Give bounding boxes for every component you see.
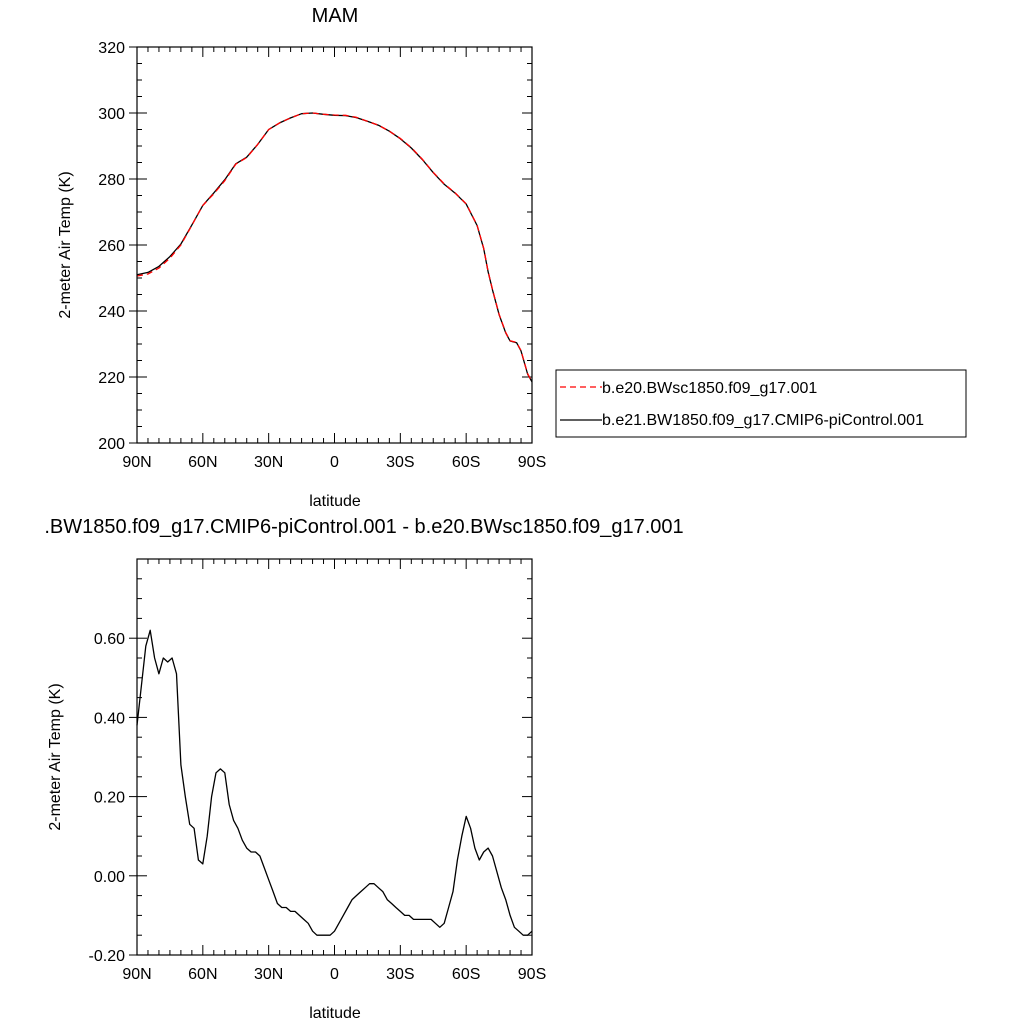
top-y-tick-label: 260 [98,238,125,255]
bottom-x-tick-label: 0 [330,966,339,983]
bottom-x-tick-label: 60S [452,966,480,983]
top-y-tick-label: 220 [98,370,125,387]
bottom-y-tick-label: 0.40 [94,710,125,727]
bottom-y-axis-label: 2-meter Air Temp (K) [47,683,64,830]
top-y-tick-label: 200 [98,436,125,453]
bottom-ticks: 90N 60N 30N 0 30S 60S 90S -0.20 0.00 0.20 0.40 0.60 [89,558,546,983]
top-series-line-1 [136,112,533,383]
bottom-series-line-0 [136,629,533,936]
bottom-plot-frame [136,558,533,956]
top-x-tick-label: 30S [386,454,414,471]
top-chart-title: MAM [312,5,359,27]
top-x-tick-label: 0 [330,454,339,471]
top-series-line-0 [136,112,533,382]
top-x-tick-label: 90S [518,454,546,471]
bottom-x-tick-label: 30S [386,966,414,983]
bottom-y-tick-label: 0.60 [94,631,125,648]
top-y-axis-label: 2-meter Air Temp (K) [57,171,74,318]
bottom-x-tick-label: 90S [518,966,546,983]
legend-label-bw1850: b.e21.BW1850.f09_g17.CMIP6-piControl.001 [602,412,924,429]
legend: b.e20.BWsc1850.f09_g17.001 b.e21.BW1850.… [555,369,967,438]
top-y-tick-label: 240 [98,304,125,321]
bottom-y-tick-label: -0.20 [89,948,126,965]
bottom-chart-title: .BW1850.f09_g17.CMIP6-piControl.001 - b.… [44,516,683,538]
top-y-tick-label: 300 [98,106,125,123]
top-x-tick-label: 90N [122,454,151,471]
bottom-x-tick-label: 60N [188,966,217,983]
legend-label-bwsc1850: b.e20.BWsc1850.f09_g17.001 [602,380,817,397]
bottom-y-tick-label: 0.20 [94,790,125,807]
top-x-axis-label: latitude [309,493,361,510]
top-ticks: 90N 60N 30N 0 30S 60S 90S 200 220 240 260 280 300 320 [98,40,546,471]
top-panel: MAM 2-meter Air Temp (K) latitude 90N 60N… [57,5,967,510]
top-x-tick-label: 30N [254,454,283,471]
top-y-tick-label: 280 [98,172,125,189]
bottom-x-axis-label: latitude [309,1005,361,1022]
legend-box [555,369,967,438]
top-series-lines [136,112,533,383]
top-y-tick-label: 320 [98,40,125,57]
bottom-panel: .BW1850.f09_g17.CMIP6-piControl.001 - b.… [44,516,683,1022]
bottom-y-tick-label: 0.00 [94,869,125,886]
top-x-tick-label: 60S [452,454,480,471]
bottom-x-tick-label: 30N [254,966,283,983]
top-plot-frame [136,46,533,444]
bottom-x-tick-label: 90N [122,966,151,983]
bottom-series-lines [136,629,533,936]
top-x-tick-label: 60N [188,454,217,471]
